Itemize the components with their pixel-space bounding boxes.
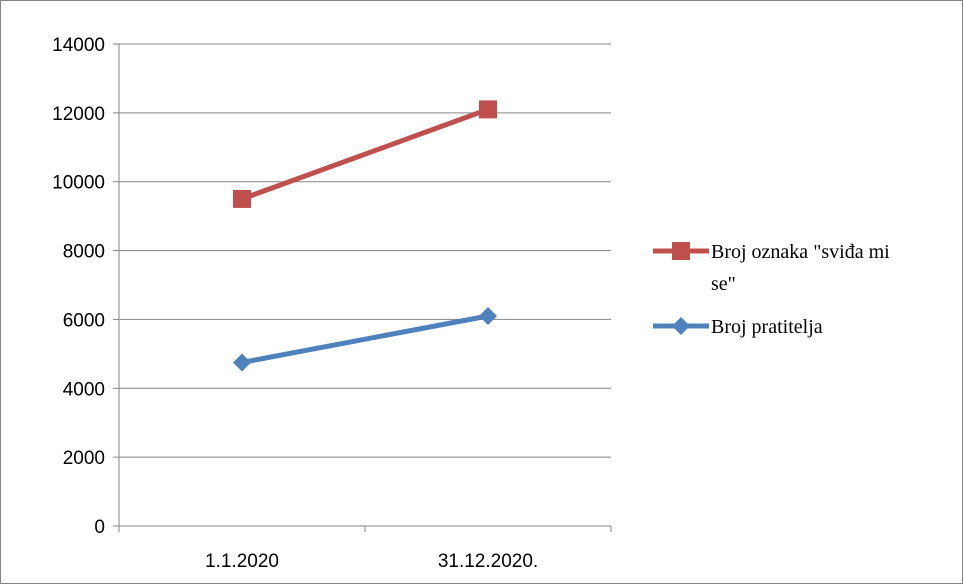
series-0: [233, 100, 497, 208]
y-tick-label: 14000: [52, 35, 105, 56]
legend-label: Broj oznaka "sviđa mi: [711, 241, 890, 263]
data-point: [233, 189, 251, 208]
series-line: [241, 107, 489, 202]
x-tick-label: 31.12.2020.: [438, 551, 538, 572]
series: [233, 100, 497, 372]
data-point: [233, 353, 251, 372]
legend-swatch-marker: [672, 317, 690, 335]
gridlines: [119, 43, 611, 458]
data-point: [479, 100, 497, 119]
y-tick-label: 2000: [63, 448, 105, 469]
x-tick-label: 1.1.2020: [205, 551, 279, 572]
axes: [113, 43, 612, 532]
legend-swatch-marker: [672, 242, 690, 260]
y-tick-labels: 0 2000 4000 6000 8000 10000 12000 14000: [52, 35, 105, 538]
y-tick-label: 12000: [52, 104, 105, 125]
data-point: [479, 306, 497, 325]
x-tick-labels: 1.1.2020 31.12.2020.: [205, 551, 538, 572]
y-tick-label: 0: [94, 517, 105, 538]
legend-entry-1: Broj pratitelja: [653, 316, 823, 338]
series-1: [233, 306, 497, 372]
series-line: [241, 313, 489, 365]
legend: Broj oznaka "sviđa mi se" Broj pratitelja: [653, 241, 890, 338]
y-tick-label: 10000: [52, 173, 105, 194]
y-tick-label: 6000: [63, 310, 105, 331]
legend-entry-0: Broj oznaka "sviđa mi se": [653, 241, 890, 295]
legend-label-continued: se": [711, 273, 736, 295]
legend-label: Broj pratitelja: [711, 316, 823, 338]
y-tick-label: 4000: [63, 379, 105, 400]
y-tick-label: 8000: [63, 242, 105, 263]
